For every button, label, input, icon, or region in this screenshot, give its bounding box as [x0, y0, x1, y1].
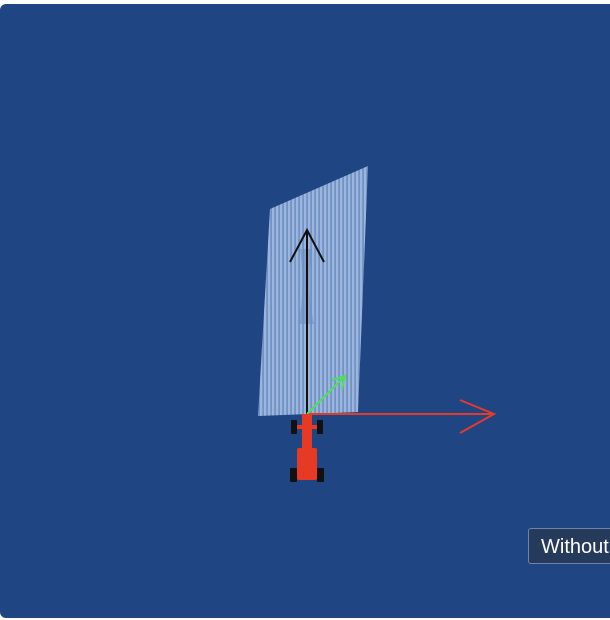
z-axis-arrow-icon — [306, 374, 347, 415]
x-axis-arrow-icon — [307, 399, 497, 434]
3d-viewport[interactable]: Without — [0, 4, 610, 618]
wheel-front-left — [291, 420, 297, 434]
robot-body — [297, 448, 317, 480]
robot-icon[interactable] — [290, 414, 324, 482]
tooltip: Without — [528, 528, 610, 564]
wheel-front-right — [317, 420, 323, 434]
robot-mast — [302, 414, 312, 452]
scan-texture — [258, 166, 368, 416]
scene-canvas[interactable] — [0, 4, 610, 618]
robot-front-axle — [295, 425, 319, 429]
wheel-rear-left — [290, 468, 297, 482]
wheel-rear-right — [317, 468, 324, 482]
laser-scan-cloud — [258, 166, 368, 416]
y-axis-arrow-icon — [289, 227, 325, 414]
